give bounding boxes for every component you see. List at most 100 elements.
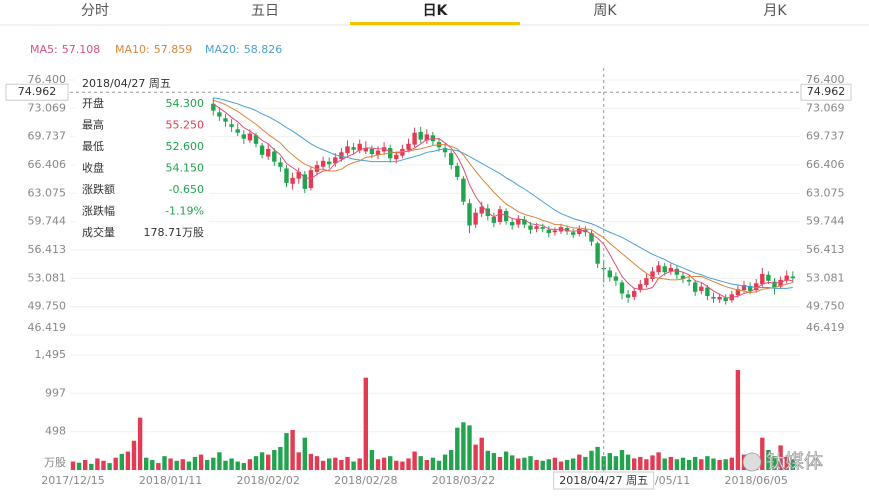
volume-bar — [473, 444, 478, 470]
candle-body — [668, 267, 673, 272]
info-value: 54.150 — [166, 162, 205, 175]
tab[interactable]: 日K — [423, 3, 449, 19]
volume-bar — [558, 461, 564, 470]
volume-bar — [449, 450, 454, 470]
volume-bar — [211, 457, 216, 470]
volume-bar — [479, 437, 484, 470]
volume-bar — [442, 454, 448, 470]
legend-entry: MA5: 57.108 — [30, 43, 100, 56]
candle-body — [272, 151, 277, 162]
candle-body — [235, 129, 240, 133]
y-tick-label-right: 63.075 — [806, 186, 845, 199]
volume-bar — [717, 460, 722, 470]
volume-bar — [540, 460, 545, 470]
volume-bar — [308, 453, 314, 470]
candle-body — [589, 233, 594, 242]
watermark-icon — [742, 452, 762, 472]
candle-body — [211, 103, 216, 111]
crosshair-value-right: 74.962 — [807, 85, 846, 98]
volume-bar — [156, 463, 161, 470]
volume-bar — [784, 456, 789, 470]
crosshair-box-right — [800, 83, 852, 101]
candle-body — [528, 225, 533, 230]
volume-bar — [546, 459, 551, 470]
candle-body — [467, 203, 472, 226]
volume-bar — [436, 460, 442, 470]
y-tick-label: 73.069 — [28, 101, 67, 114]
volume-bar — [430, 457, 436, 470]
info-label: 最高 — [82, 118, 104, 132]
candle-body — [223, 118, 228, 122]
volume-bar — [650, 455, 655, 470]
candle-body — [394, 154, 399, 160]
candle-body — [741, 284, 747, 291]
volume-bar — [241, 463, 246, 470]
volume-bar — [461, 422, 466, 470]
legend-name: MA5: — [30, 43, 58, 56]
tab[interactable]: 月K — [763, 3, 787, 19]
volume-bar — [107, 463, 112, 470]
x-tick-label: 2017/12/15 — [41, 474, 104, 487]
candle-body — [790, 276, 795, 279]
info-value: 52.600 — [166, 140, 205, 153]
volume-bar — [601, 456, 606, 470]
volume-bar — [711, 458, 716, 470]
ma-line — [213, 99, 793, 294]
volume-bar — [571, 458, 576, 470]
y-tick-label: 万股 — [44, 456, 66, 469]
volume-bar — [381, 457, 387, 470]
x-tick-label: 2018/02/28 — [334, 474, 397, 487]
volume-bar — [723, 459, 728, 470]
volume-bar — [186, 461, 192, 470]
candle-body — [632, 290, 637, 297]
candle-body — [754, 283, 759, 291]
y-tick-label-right: 46.419 — [806, 321, 845, 334]
info-label: 开盘 — [82, 96, 104, 110]
candle-body — [778, 279, 783, 287]
volume-bar — [522, 457, 527, 470]
volume-bar — [150, 460, 155, 470]
volume-bar — [760, 437, 765, 470]
volume-bar — [516, 458, 521, 470]
ma-line — [213, 97, 793, 289]
y-tick-label: 997 — [45, 386, 66, 399]
y-tick-label: 69.737 — [28, 130, 67, 143]
candle-body — [534, 226, 539, 229]
volume-bar — [625, 454, 631, 470]
volume-bar — [296, 452, 301, 470]
candle-body — [284, 168, 289, 183]
candle-body — [363, 148, 368, 152]
volume-bar — [388, 456, 393, 470]
info-label: 收盘 — [82, 161, 104, 175]
volume-bar — [198, 454, 204, 470]
candle-body — [613, 276, 619, 281]
volume-bar — [70, 461, 76, 470]
volume-bar — [729, 457, 734, 470]
candle-body — [522, 219, 527, 225]
candle-body — [375, 150, 381, 155]
crosshair-value-left: 74.962 — [18, 85, 57, 98]
volume-bar — [229, 458, 234, 470]
volume-bar — [778, 445, 783, 470]
y-tick-label-right: 59.744 — [806, 215, 845, 228]
volume-bar — [644, 459, 649, 470]
tab[interactable]: 周K — [593, 3, 617, 19]
y-tick-label-right: 56.413 — [806, 243, 845, 256]
volume-bar — [119, 453, 124, 470]
volume-bar — [314, 456, 320, 470]
volume-bar — [333, 457, 338, 470]
volume-bar — [668, 456, 673, 470]
candle-body — [406, 143, 411, 150]
info-value: -0.650 — [169, 183, 204, 196]
tab[interactable]: 分时 — [81, 3, 109, 19]
candle-body — [266, 148, 271, 157]
y-tick-label-right: 49.750 — [806, 300, 845, 313]
candle-body — [595, 243, 600, 264]
candle-body — [351, 147, 356, 150]
candle-body — [314, 165, 320, 172]
volume-bar — [564, 460, 570, 470]
candle-body — [253, 135, 259, 144]
volume-bar — [180, 459, 185, 470]
tab[interactable]: 五日 — [251, 3, 279, 19]
candle-body — [625, 294, 631, 298]
